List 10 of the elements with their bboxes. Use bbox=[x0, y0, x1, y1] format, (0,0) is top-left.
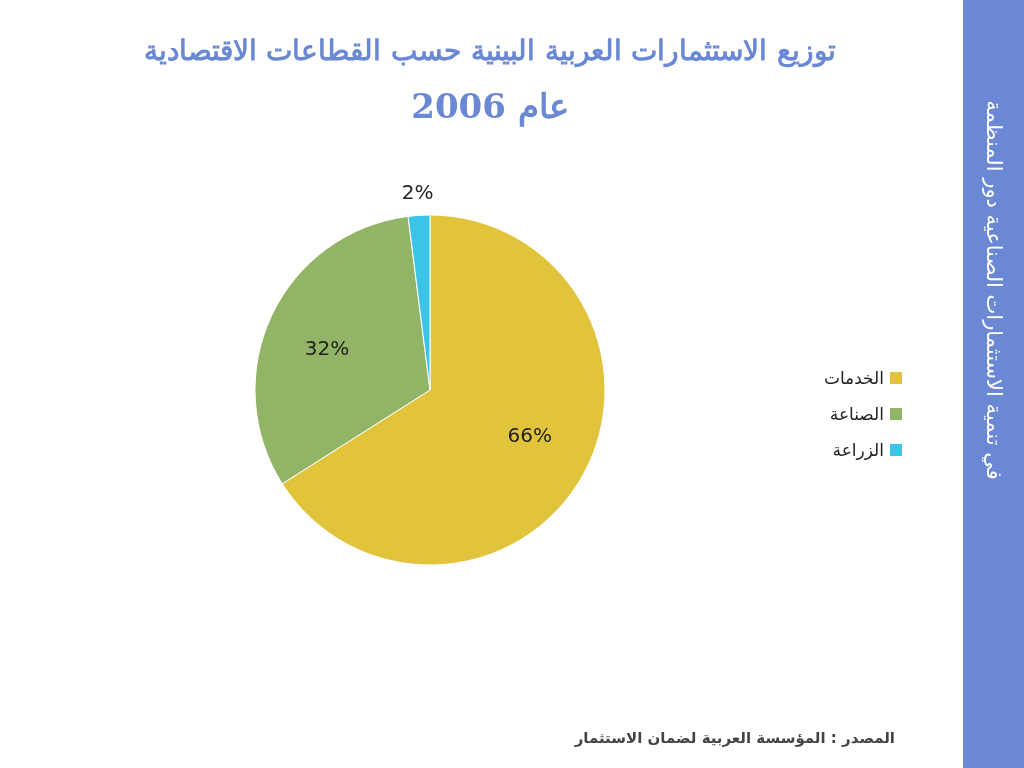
data-label: 2% bbox=[401, 179, 434, 204]
chart-title: توزيع الاستثمارات العربية البينية حسب القطاعات الاقتصادية bbox=[143, 34, 837, 68]
legend-label: الصناعة bbox=[829, 404, 884, 424]
text: في تنمية الاستثمارات الصناعية دور المنظمة bbox=[982, 100, 1006, 480]
legend-label: الزراعة bbox=[832, 440, 884, 460]
data-label: 32% bbox=[304, 335, 350, 360]
text: المصدر : المؤسسة العربية لضمان الاستثمار bbox=[573, 729, 895, 747]
data-label: 66% bbox=[507, 422, 552, 447]
legend-label: الخدمات bbox=[823, 368, 884, 388]
chart-subtitle: عام 2006 bbox=[411, 86, 569, 127]
